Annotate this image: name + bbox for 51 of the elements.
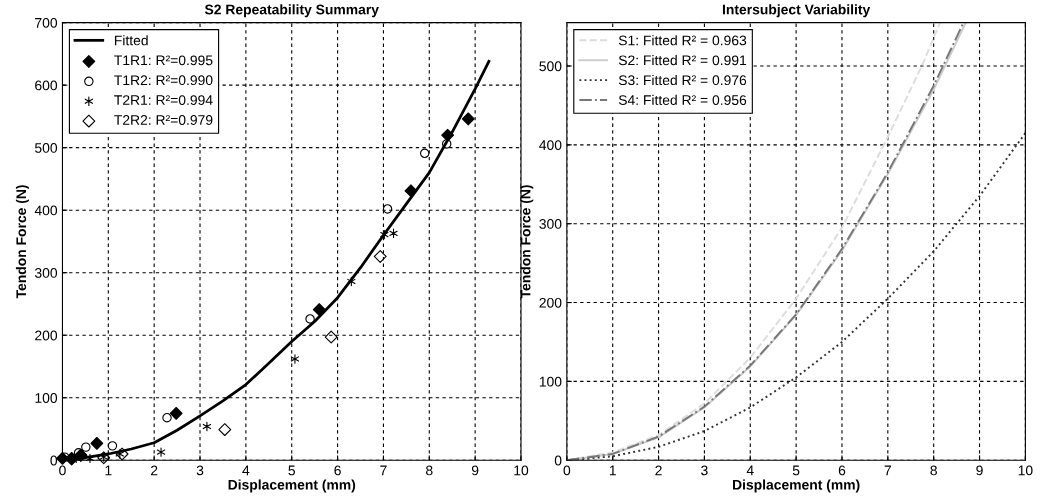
x-tick-label: 2 (655, 465, 662, 476)
x-tick-label: 7 (884, 465, 891, 476)
y-tick-label: 100 (539, 376, 562, 387)
y-tick-label: 400 (34, 205, 58, 216)
x-tick-label: 1 (609, 465, 616, 476)
chart-title: Intersubject Variability (722, 4, 871, 18)
y-axis-title: Tendon Force (N) (520, 185, 534, 299)
y-tick-label: 500 (539, 61, 562, 72)
chart-title: S2 Repeatability Summary (204, 4, 379, 18)
legend-label: S4: Fitted R² = 0.956 (618, 94, 747, 106)
legend-label: S3: Fitted R² = 0.976 (618, 74, 747, 86)
y-tick-label: 700 (35, 17, 58, 28)
x-tick-label: 0 (59, 465, 66, 476)
y-tick-label: 600 (35, 80, 58, 91)
x-tick-label: 0 (563, 465, 571, 476)
x-tick-label: 7 (380, 465, 387, 476)
x-tick-label: 3 (701, 465, 708, 476)
x-tick-label: 9 (976, 465, 983, 476)
x-axis-title: Displacement (mm) (732, 479, 860, 493)
y-tick-label: 100 (35, 393, 58, 403)
y-tick-label: 200 (35, 330, 58, 341)
x-tick-label: 8 (426, 465, 433, 476)
legend-label: T2R1: R²=0.994 (114, 95, 213, 106)
legend-label: T2R2: R²=0.979 (114, 115, 213, 125)
x-tick-label: 5 (288, 465, 296, 476)
x-tick-label: 8 (930, 465, 937, 476)
legend-label: T1R2: R²=0.990 (114, 75, 213, 86)
y-tick-label: 500 (34, 143, 58, 153)
x-tick-label: 6 (838, 465, 846, 476)
y-axis-title: Tendon Force (N) (15, 185, 29, 299)
legend-label: Fitted (114, 35, 148, 46)
y-tick-label: 300 (34, 268, 58, 278)
x-tick-label: 10 (514, 465, 529, 476)
x-tick-label: 9 (471, 465, 479, 476)
y-tick-label: 0 (554, 455, 562, 466)
legend-label: T1R1: R²=0.995 (114, 55, 213, 66)
y-tick-label: 400 (539, 140, 562, 151)
x-tick-label: 1 (105, 465, 112, 476)
x-tick-label: 4 (746, 465, 754, 476)
x-tick-label: 3 (196, 465, 204, 476)
x-tick-label: 5 (792, 465, 800, 476)
legend-label: S2: Fitted R² = 0.991 (618, 55, 747, 66)
x-tick-label: 2 (151, 465, 158, 476)
x-tick-label: 10 (1018, 465, 1033, 476)
legend-label: S1: Fitted R² = 0.963 (618, 35, 747, 46)
y-tick-label: 200 (539, 297, 562, 308)
y-tick-label: 0 (50, 455, 58, 466)
x-axis-title: Displacement (mm) (228, 479, 356, 493)
y-tick-label: 300 (539, 219, 562, 229)
x-tick-label: 6 (334, 465, 341, 476)
x-tick-label: 4 (242, 465, 250, 476)
